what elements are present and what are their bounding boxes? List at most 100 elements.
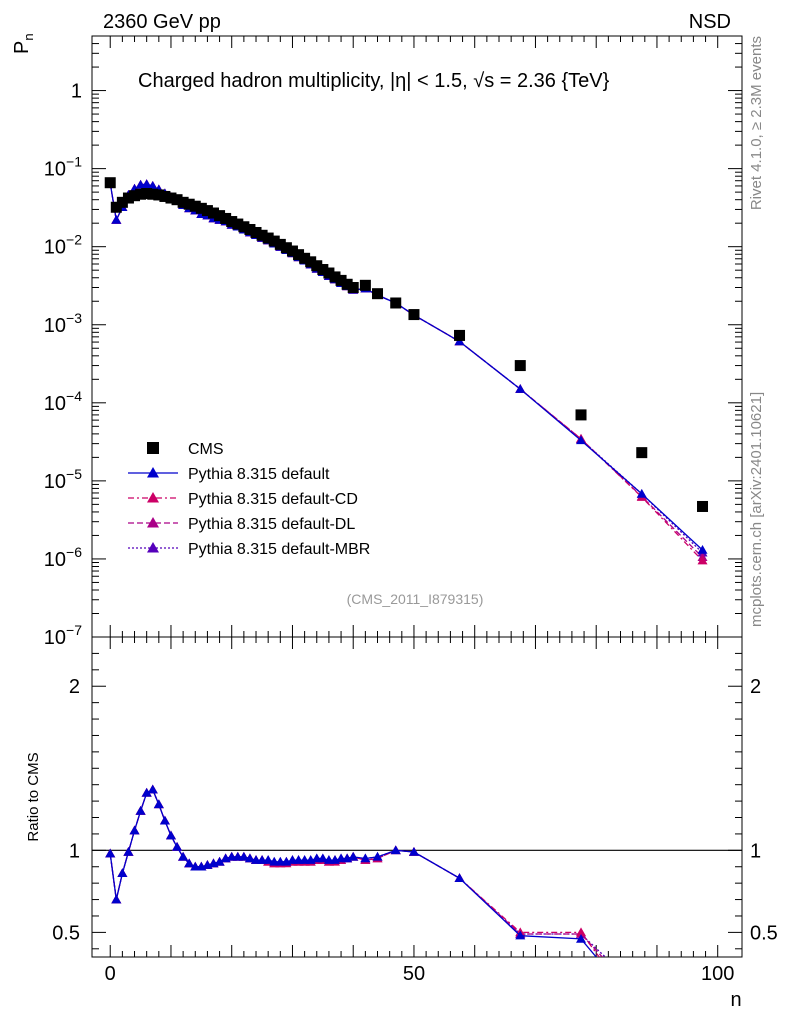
main-y-tick-label: 10−6	[44, 544, 82, 571]
legend-marker-swatch	[147, 542, 159, 553]
mc-marker	[697, 555, 708, 565]
cms-data-point	[244, 224, 256, 236]
ratio-y-tick-label: 2	[69, 676, 80, 698]
ratio-y-tick-label: 1	[69, 840, 80, 862]
title-eta: |η| < 1.5,	[390, 70, 468, 92]
tick-base: 1	[71, 81, 82, 103]
cms-data-point	[153, 189, 165, 201]
main-axis-ticks	[92, 35, 742, 638]
ratio-y-tick-label-right: 1	[750, 840, 761, 862]
mc-marker	[147, 180, 158, 190]
cms-data-point	[135, 188, 147, 200]
cms-data-point	[165, 192, 177, 204]
ratio-marker	[244, 853, 255, 863]
cms-data-point	[122, 192, 134, 204]
ratio-marker	[576, 933, 587, 943]
ratio-line	[109, 788, 606, 957]
tick-exponent: −5	[66, 466, 82, 482]
cms-data-point	[238, 221, 250, 233]
header-energy-label: 2360 GeV pp	[103, 11, 221, 33]
ratio-marker	[135, 805, 146, 815]
ratio-marker	[178, 851, 189, 861]
tick-base: 10	[44, 393, 66, 415]
tick-base: 10	[44, 159, 66, 181]
legend-marker-swatch	[147, 517, 159, 528]
cms-data-point	[390, 297, 402, 309]
ratio-marker	[147, 784, 158, 794]
cms-data-point	[274, 238, 286, 250]
cms-data-point	[359, 279, 371, 291]
ratio-y-tick-label-right: 2	[750, 676, 761, 698]
cms-data-point	[311, 260, 323, 272]
main-title: Charged hadron multiplicity, |η| < 1.5, …	[138, 70, 610, 92]
ratio-marker	[238, 851, 249, 861]
cms-data-point	[286, 245, 298, 257]
cms-data-point	[250, 226, 262, 238]
tick-exponent: −2	[66, 232, 82, 248]
cms-data-point	[280, 242, 292, 254]
cms-data-point	[347, 282, 359, 294]
cms-data-point	[141, 188, 153, 200]
cms-data-point	[195, 202, 207, 214]
main-series-layer	[104, 177, 709, 565]
rivet-version-label: Rivet 4.1.0, ≥ 2.3M events	[748, 36, 765, 210]
main-y-tick-labels: 110−110−210−310−410−510−610−7	[44, 81, 82, 649]
main-y-tick-label: 10−5	[44, 466, 82, 493]
tick-base: 10	[44, 627, 66, 649]
mc-marker	[111, 214, 122, 224]
cms-data-point	[262, 232, 274, 244]
x-tick-label: 100	[701, 963, 734, 985]
cms-data-point	[372, 288, 384, 300]
legend-label: CMS	[188, 441, 224, 458]
title-suffix: = 2.36 {TeV}	[500, 70, 610, 92]
cms-data-point	[116, 196, 128, 208]
cms-data-point	[159, 190, 171, 202]
tick-base: 10	[44, 549, 66, 571]
ratio-axis-ticks	[92, 637, 742, 957]
x-axis-label: n	[730, 989, 741, 1011]
main-ylabel-sub: n	[21, 33, 36, 40]
main-y-tick-label: 10−4	[44, 388, 82, 415]
cms-data-point	[147, 188, 159, 200]
cms-data-point	[514, 360, 526, 372]
tick-exponent: −7	[66, 622, 82, 638]
mc-marker	[576, 435, 587, 445]
tick-exponent: −6	[66, 544, 82, 560]
cms-data-point	[317, 264, 329, 276]
cms-data-point	[256, 229, 268, 241]
ratio-line	[109, 788, 600, 957]
cms-data-point	[171, 194, 183, 206]
x-tick-label: 0	[105, 963, 116, 985]
tick-base: 10	[44, 237, 66, 259]
ratio-marker	[263, 855, 274, 864]
mc-marker	[141, 179, 152, 189]
legend: CMS Pythia 8.315 default Pythia 8.315 defa…	[128, 441, 370, 558]
title-sqrt: √s	[473, 70, 494, 92]
ratio-marker	[576, 927, 587, 937]
cms-data-point	[110, 201, 122, 213]
legend-marker-swatch	[147, 467, 159, 478]
mc-marker	[515, 384, 526, 393]
ratio-marker	[390, 845, 401, 855]
ratio-marker	[184, 858, 195, 868]
cms-data-point	[232, 218, 244, 230]
cms-data-point	[214, 210, 226, 222]
cms-data-point	[341, 278, 353, 290]
ratio-marker	[117, 868, 128, 878]
mcplots-label: mcplots.cern.ch [arXiv:2401.10621]	[748, 392, 765, 627]
cms-data-point	[575, 409, 587, 421]
legend-label: Pythia 8.315 default-MBR	[188, 541, 370, 558]
legend-cms-swatch	[147, 442, 159, 454]
mc-marker	[697, 545, 708, 554]
cms-data-point	[335, 274, 347, 286]
cms-data-point	[636, 447, 648, 459]
ratio-y-tick-label-right: 0.5	[750, 922, 778, 944]
cms-data-point	[201, 205, 213, 217]
main-y-tick-label: 10−1	[44, 154, 82, 181]
ratio-marker	[159, 815, 170, 825]
cms-data-point	[177, 196, 189, 208]
cms-data-point	[293, 249, 305, 261]
ratio-marker	[348, 851, 359, 861]
mc-marker	[636, 488, 647, 498]
cms-data-point	[454, 329, 466, 341]
